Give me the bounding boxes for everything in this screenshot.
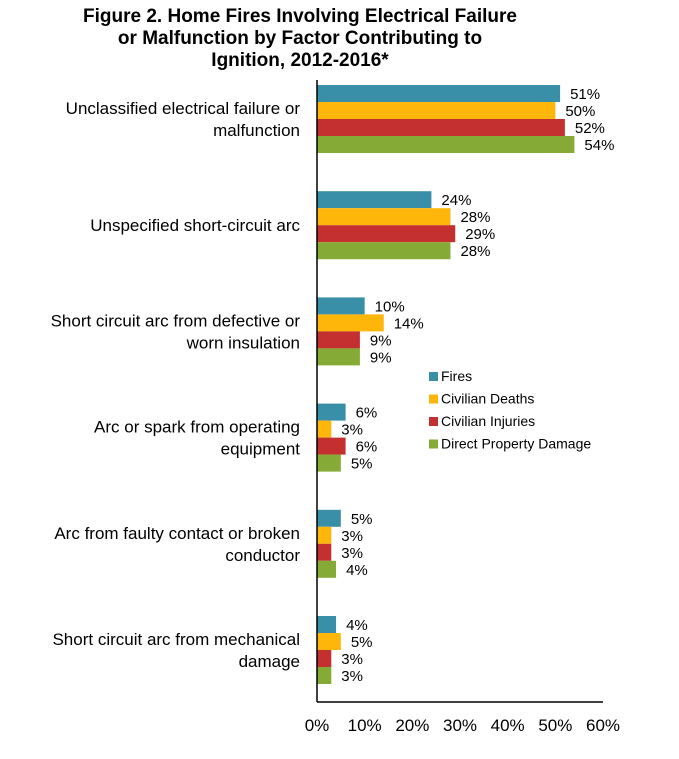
x-tick-label: 30% [443,716,477,735]
bar-civilian-deaths [317,633,341,650]
bar-direct-property-damage [317,136,575,153]
x-tick-label: 50% [538,716,572,735]
data-label: 5% [351,511,373,528]
legend-label: Direct Property Damage [441,436,591,452]
category-label: Unclassified electrical failure or [66,99,301,118]
category-label: worn insulation [186,333,300,352]
legend-swatch [429,417,438,426]
data-label: 3% [341,668,363,685]
bar-fires [317,297,365,315]
chart-title: Figure 2. Home Fires Involving Electrica… [83,6,517,71]
category-label: Short circuit arc from mechanical [52,630,300,649]
bar-direct-property-damage [317,454,341,472]
data-label: 50% [565,103,595,120]
data-label: 3% [341,545,363,562]
bar-civilian-injuries [317,650,332,667]
data-label: 24% [441,192,471,209]
data-label: 10% [375,298,405,315]
x-tick-label: 10% [348,716,382,735]
category-label: Unspecified short-circuit arc [90,216,300,235]
data-label: 6% [356,439,378,456]
bar-civilian-deaths [317,420,332,438]
data-label: 28% [460,243,490,260]
data-label: 14% [394,315,424,332]
data-label: 52% [575,120,605,137]
bar-civilian-deaths [317,208,451,226]
x-tick-label: 60% [586,716,620,735]
data-label: 3% [341,651,363,668]
bar-fires [317,191,432,209]
bar-direct-property-damage [317,560,337,578]
bar-civilian-injuries [317,119,565,136]
data-label: 3% [341,422,363,439]
bar-civilian-deaths [317,526,332,544]
bar-direct-property-damage [317,242,451,260]
data-label: 4% [346,617,368,634]
bar-civilian-injuries [317,543,332,561]
legend-label: Fires [441,368,472,384]
data-label: 28% [460,209,490,226]
bar-fires [317,85,561,102]
legend-swatch [429,372,438,381]
legend-swatch [429,394,438,404]
data-label: 29% [465,226,495,243]
bar-fires [317,403,346,421]
category-label: malfunction [213,121,300,140]
bar-civilian-injuries [317,437,346,455]
bar-civilian-deaths [317,314,384,332]
data-label: 4% [346,562,368,579]
category-label: Short circuit arc from defective or [51,311,301,330]
category-label: Arc from faulty contact or broken [54,524,300,543]
bar-civilian-injuries [317,225,456,243]
data-label: 54% [584,137,614,154]
bar-civilian-deaths [317,102,556,119]
bar-fires [317,509,341,527]
category-label: equipment [221,440,301,459]
bar-fires [317,616,337,633]
bar-civilian-injuries [317,331,360,349]
data-label: 5% [351,634,373,651]
data-label: 9% [370,332,392,349]
category-label: damage [239,652,300,671]
bar-direct-property-damage [317,667,332,684]
data-label: 51% [570,86,600,103]
x-tick-label: 40% [491,716,525,735]
legend-swatch [429,439,438,449]
data-label: 3% [341,528,363,545]
category-label: conductor [225,546,300,565]
data-label: 9% [370,349,392,366]
legend-label: Civilian Deaths [441,391,534,407]
x-tick-label: 0% [305,716,330,735]
category-label: Arc or spark from operating [94,418,300,437]
data-label: 6% [356,405,378,422]
x-tick-label: 20% [395,716,429,735]
bar-direct-property-damage [317,348,360,366]
legend-label: Civilian Injuries [441,413,535,429]
data-label: 5% [351,456,373,473]
